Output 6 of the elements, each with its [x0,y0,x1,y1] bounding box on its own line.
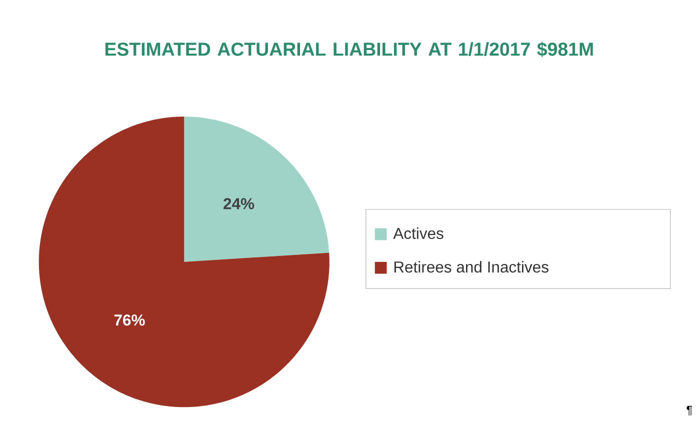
legend-label: Retirees and Inactives [394,261,548,273]
chart-title: ESTIMATED ACTUARIAL LIABILITY AT 1/1/2017 $981M [105,42,593,58]
data-label: 24% [224,198,254,210]
data-label: 76% [114,314,145,326]
legend-label: Actives [393,227,444,240]
text: ¶ [686,406,692,416]
